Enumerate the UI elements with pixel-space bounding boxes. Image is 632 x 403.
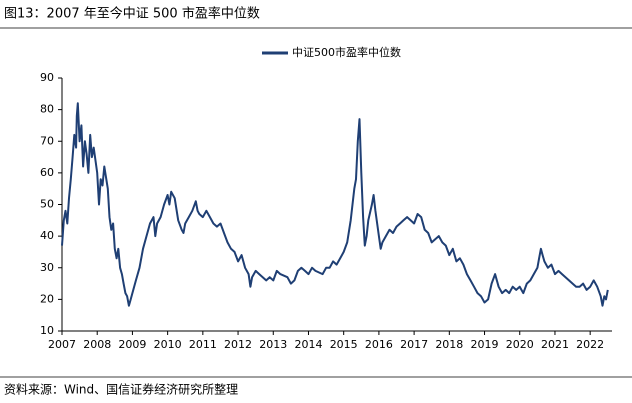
source-note: 资料来源：Wind、国信证券经济研究所整理	[4, 382, 238, 397]
y-tick-label: 50	[40, 198, 54, 211]
x-tick-label: 2015	[330, 338, 358, 351]
x-tick-label: 2018	[435, 338, 463, 351]
y-tick-label: 30	[40, 261, 54, 274]
x-tick-label: 2008	[83, 338, 111, 351]
x-tick-label: 2010	[154, 338, 182, 351]
y-tick-label: 40	[40, 229, 54, 242]
y-tick-label: 70	[40, 134, 54, 147]
x-tick-label: 2014	[294, 338, 322, 351]
x-tick-label: 2017	[400, 338, 428, 351]
x-tick-label: 2013	[259, 338, 287, 351]
x-tick-label: 2020	[506, 338, 534, 351]
y-tick-label: 20	[40, 292, 54, 305]
x-tick-label: 2007	[48, 338, 76, 351]
x-tick-label: 2012	[224, 338, 252, 351]
x-tick-label: 2019	[471, 338, 499, 351]
y-tick-label: 80	[40, 103, 54, 116]
chart-title: 图13：2007 年至今中证 500 市盈率中位数	[4, 6, 260, 22]
x-tick-label: 2009	[118, 338, 146, 351]
legend-label: 中证500市盈率中位数	[292, 45, 401, 59]
series-line	[61, 102, 609, 307]
x-tick-label: 2016	[365, 338, 393, 351]
y-tick-label: 10	[40, 324, 54, 337]
x-tick-label: 2021	[541, 338, 569, 351]
x-tick-label: 2022	[576, 338, 604, 351]
x-tick-label: 2011	[189, 338, 217, 351]
y-tick-label: 90	[40, 71, 54, 84]
y-tick-label: 60	[40, 166, 54, 179]
